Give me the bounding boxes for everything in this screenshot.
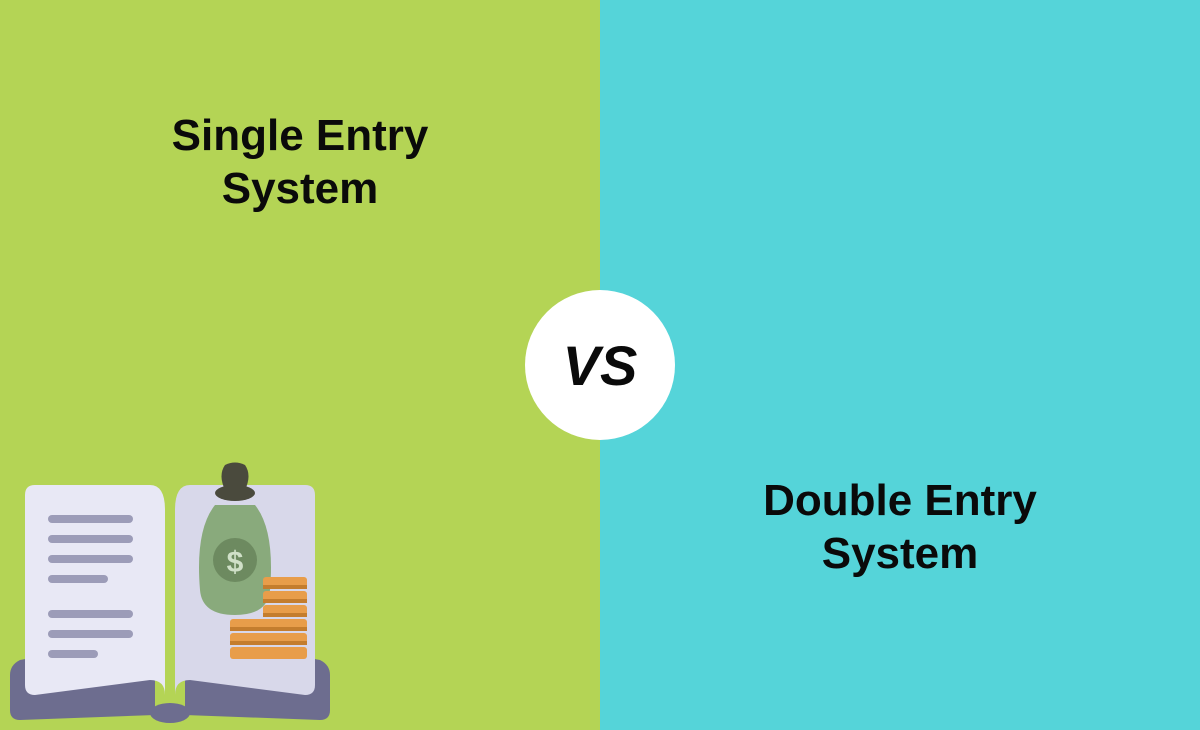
right-title-line1: Double Entry — [600, 475, 1200, 528]
left-title: Single Entry System — [0, 110, 600, 216]
vs-badge: VS — [525, 290, 675, 440]
left-panel: Single Entry System — [0, 0, 600, 730]
right-title: Double Entry System — [600, 475, 1200, 581]
right-panel: Double Entry System — [600, 0, 1200, 730]
svg-text:$: $ — [227, 546, 244, 579]
left-title-line1: Single Entry — [0, 110, 600, 163]
left-title-line2: System — [0, 163, 600, 216]
right-title-line2: System — [600, 528, 1200, 581]
book-money-icon: $ — [0, 435, 360, 730]
vs-label: VS — [563, 333, 638, 398]
